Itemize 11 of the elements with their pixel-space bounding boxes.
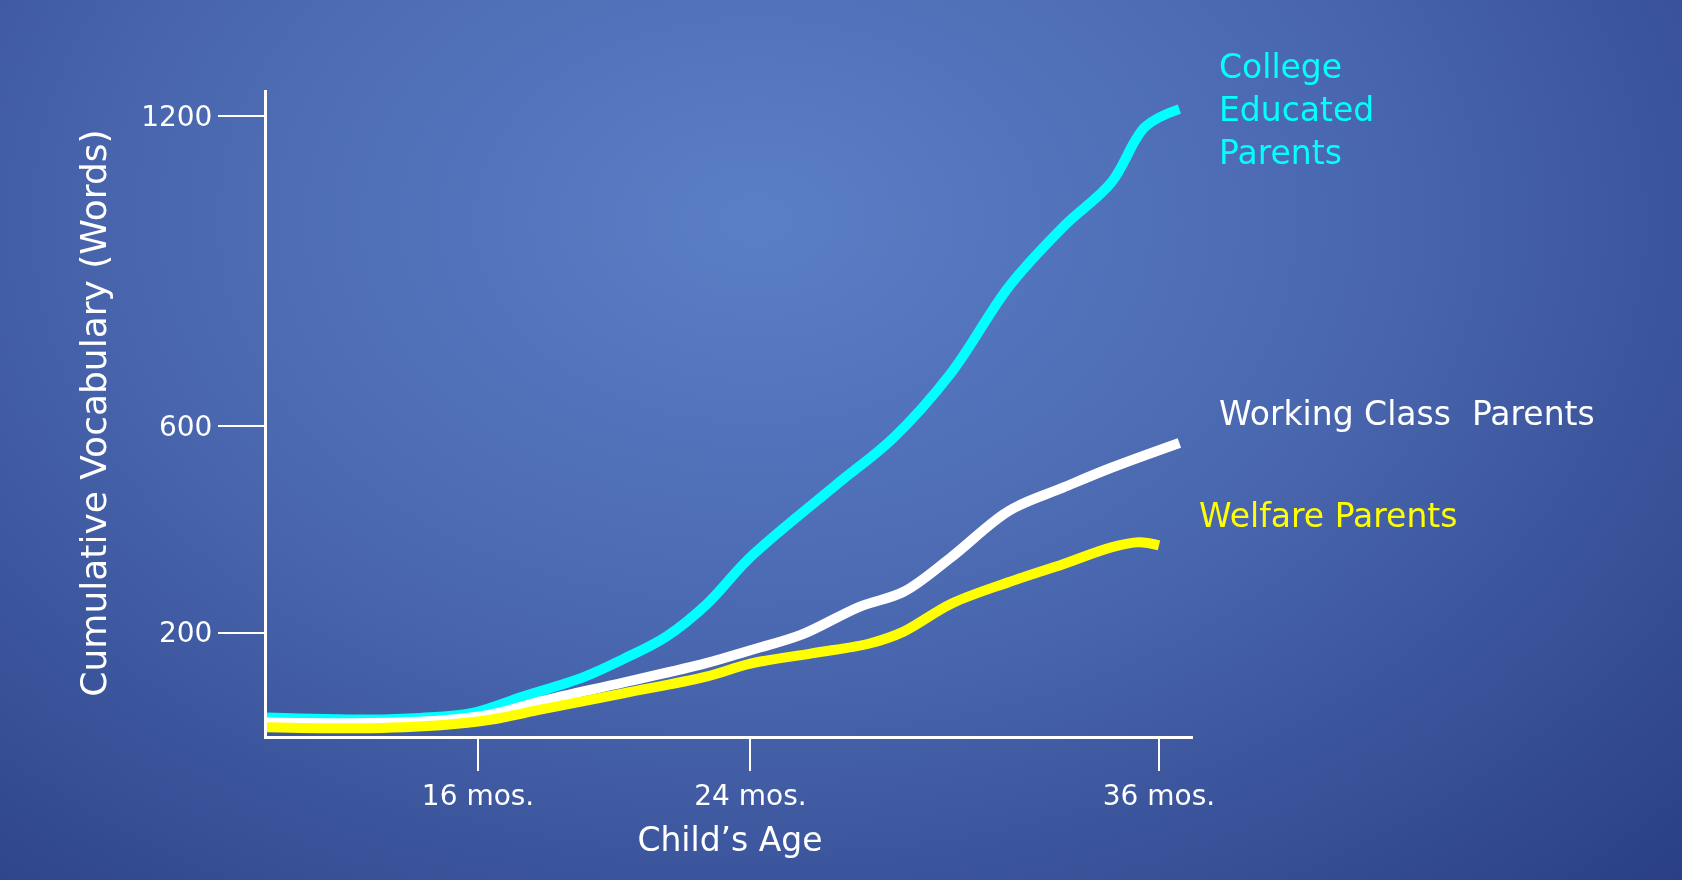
series-label: Welfare Parents: [1199, 496, 1458, 535]
y-axis-title: Cumulative Vocabulary (Words): [73, 129, 115, 697]
series-label: Working Class Parents: [1219, 394, 1595, 433]
y-tick-label: 600: [158, 409, 213, 443]
x-axis-title: Child’s Age: [637, 820, 823, 860]
x-tick-label: 36 mos.: [1102, 778, 1216, 812]
x-tick-label: 24 mos.: [694, 778, 807, 812]
y-tick-label: 1200: [141, 99, 213, 133]
y-tick-label: 200: [158, 616, 213, 650]
x-tick-label: 16 mos.: [421, 778, 535, 812]
series-label: College Educated Parents: [1219, 47, 1375, 172]
